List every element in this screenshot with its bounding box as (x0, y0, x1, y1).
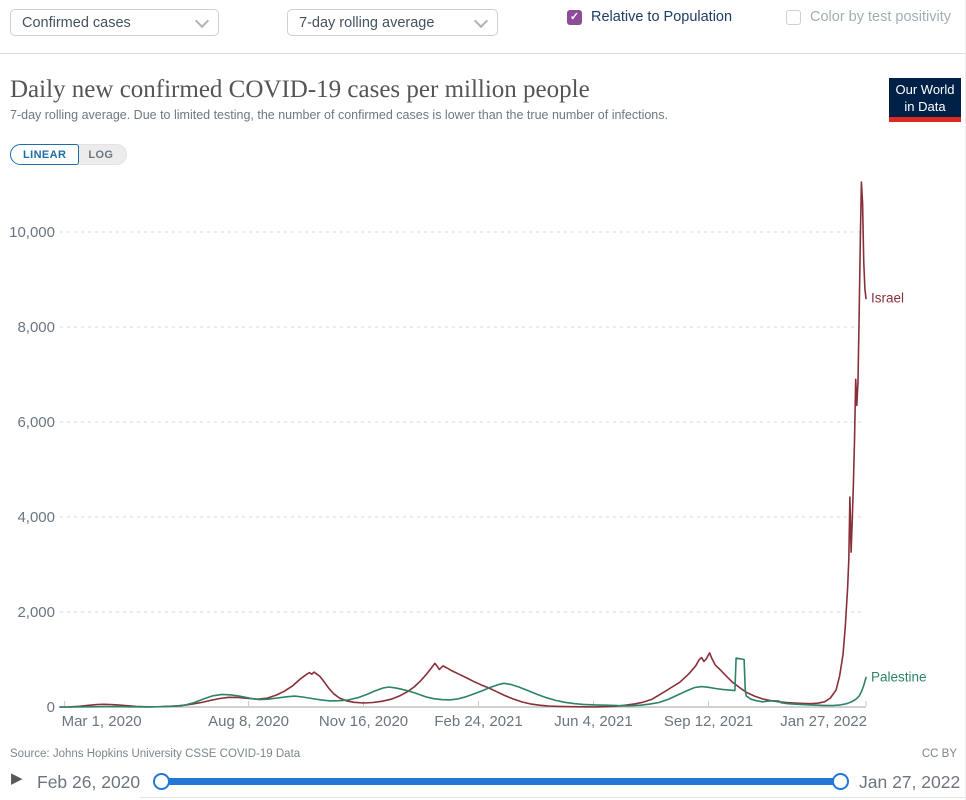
license-link[interactable]: CC BY (921, 748, 957, 760)
timeline-end-handle[interactable] (832, 773, 849, 790)
x-axis-tick-label: Jan 27, 2022 (780, 713, 867, 730)
controls-bar: Confirmed cases 7-day rolling average ✓ … (0, 0, 965, 54)
interval-dropdown[interactable]: 7-day rolling average (287, 9, 498, 36)
color-by-test-positivity-label: Color by test positivity (810, 9, 952, 25)
scale-toggle: LINEAR LOG (10, 144, 128, 165)
palestine-line[interactable] (59, 657, 867, 708)
israel-label[interactable]: Israel (871, 291, 904, 306)
checkbox-unchecked-icon[interactable] (786, 9, 801, 25)
x-axis-tick-label: Mar 1, 2020 (62, 713, 142, 730)
relative-to-population-label: Relative to Population (591, 9, 733, 25)
play-button[interactable]: ▶ (11, 770, 23, 787)
chart-subtitle: 7-day rolling average. Due to limited te… (10, 108, 668, 122)
chevron-down-icon (194, 13, 210, 28)
timeline-start-date[interactable]: Feb 26, 2020 (37, 772, 141, 792)
checkbox-checked-icon[interactable]: ✓ (567, 9, 582, 25)
y-axis-tick-label: 2,000 (17, 604, 55, 621)
timeline-end-date[interactable]: Jan 27, 2022 (859, 772, 961, 792)
x-axis-tick-label: Sep 12, 2021 (664, 713, 753, 730)
palestine-label[interactable]: Palestine (871, 670, 927, 685)
metric-dropdown[interactable]: Confirmed cases (10, 9, 219, 36)
y-axis-tick-label: 0 (47, 699, 55, 716)
check-mark-icon: ✓ (569, 10, 580, 23)
x-axis-tick-label: Feb 24, 2021 (434, 713, 522, 730)
page-title: Daily new confirmed COVID-19 cases per m… (10, 76, 590, 103)
y-axis-tick-label: 10,000 (9, 224, 55, 241)
metric-dropdown-value: Confirmed cases (22, 14, 131, 31)
y-axis-tick-label: 8,000 (17, 319, 55, 336)
owid-logo-line2: in Data (904, 99, 946, 114)
timeline-track[interactable] (154, 778, 848, 785)
x-axis-tick-label: Aug 8, 2020 (208, 713, 289, 730)
chevron-down-icon (473, 13, 489, 28)
color-by-test-positivity-checkbox[interactable]: Color by test positivity (786, 9, 951, 25)
x-axis-tick-label: Nov 16, 2020 (319, 713, 408, 730)
interval-dropdown-value: 7-day rolling average (299, 14, 435, 31)
owid-logo[interactable]: Our World in Data (889, 78, 961, 122)
timeline-start-handle[interactable] (153, 773, 170, 790)
bottom-border (140, 797, 965, 798)
timeline-slider[interactable] (150, 773, 852, 791)
source-row: Source: Johns Hopkins University CSSE CO… (10, 748, 957, 760)
israel-line[interactable] (59, 181, 867, 708)
relative-to-population-checkbox[interactable]: ✓ Relative to Population (567, 9, 732, 25)
linear-button[interactable]: LINEAR (10, 144, 80, 165)
line-chart-canvas[interactable]: 0 2,000 4,000 6,000 8,000 10,000 Mar 1, 2020 Au… (0, 170, 966, 745)
log-button[interactable]: LOG (77, 144, 128, 165)
source-note: Source: Johns Hopkins University CSSE CO… (10, 748, 301, 760)
y-axis-tick-label: 4,000 (17, 509, 55, 526)
x-axis-tick-label: Jun 4, 2021 (554, 713, 632, 730)
owid-logo-line1: Our World (895, 82, 955, 97)
y-axis-tick-label: 6,000 (17, 414, 55, 431)
